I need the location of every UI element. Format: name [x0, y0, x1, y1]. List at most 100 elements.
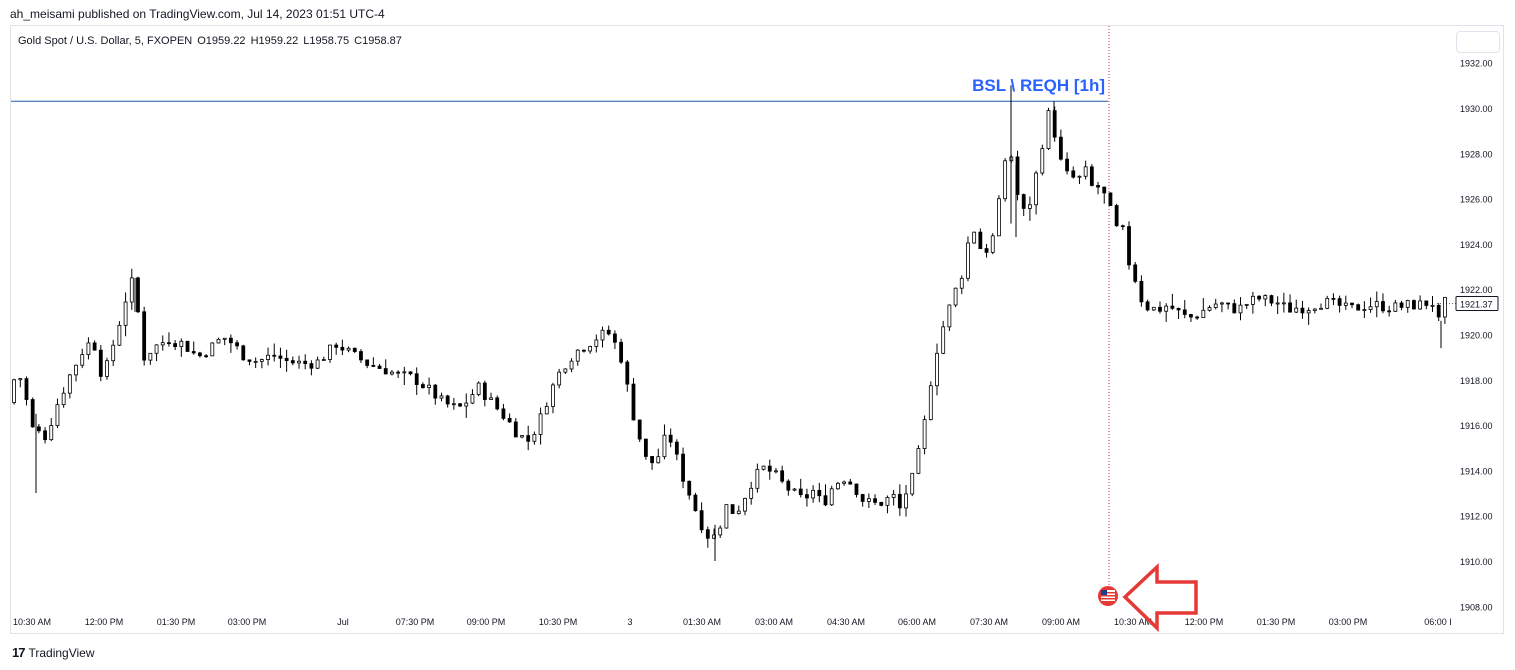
candle-body — [346, 347, 351, 351]
candle — [1343, 295, 1348, 310]
candle-body — [371, 365, 376, 367]
candle — [786, 479, 791, 496]
candle-body — [1096, 185, 1100, 188]
candle — [495, 395, 500, 411]
candle — [811, 485, 816, 503]
candle-body — [228, 337, 233, 344]
candle-body — [972, 231, 977, 244]
candle — [210, 342, 215, 357]
candle-body — [854, 483, 859, 495]
candle-body — [625, 361, 630, 385]
candle — [1003, 158, 1008, 202]
candle-body — [1250, 295, 1255, 305]
candle-body — [897, 493, 902, 509]
candle — [1182, 300, 1187, 319]
candle-body — [916, 448, 921, 474]
candle-body — [1399, 302, 1404, 308]
candle — [736, 505, 741, 515]
candle-body — [1071, 170, 1076, 178]
candle-body — [408, 371, 413, 375]
candle-body — [1294, 307, 1299, 313]
candle-body — [222, 337, 227, 340]
candle — [24, 376, 29, 406]
candle — [173, 340, 178, 351]
candle-body — [1393, 302, 1398, 312]
candle — [1021, 193, 1026, 217]
footer-logo[interactable]: 17 TradingView — [12, 645, 95, 660]
candle-body — [247, 359, 252, 362]
candle — [1430, 295, 1435, 312]
candle — [284, 349, 289, 372]
candle — [1164, 303, 1169, 322]
candle-body — [321, 359, 326, 361]
candle — [767, 459, 772, 480]
candle — [928, 381, 933, 421]
candle-body — [1195, 316, 1200, 319]
candle — [1362, 301, 1367, 318]
candle — [792, 487, 797, 492]
candle — [551, 382, 555, 414]
candle-body — [111, 344, 116, 362]
candle — [334, 342, 339, 355]
candle — [513, 418, 518, 438]
candle-body — [259, 359, 264, 362]
x-tick-label: 3 — [627, 617, 632, 627]
candle-body — [501, 408, 506, 419]
candle-body — [978, 231, 983, 250]
candle — [780, 465, 785, 484]
candle-body — [705, 529, 710, 539]
candle-body — [148, 352, 153, 361]
candle-body — [990, 235, 995, 253]
candle — [1170, 293, 1175, 310]
candle — [712, 528, 716, 539]
candle — [897, 484, 902, 516]
candle — [464, 393, 469, 418]
candle — [92, 340, 97, 351]
candle-body — [1424, 300, 1429, 306]
candle — [637, 419, 642, 442]
candle-body — [582, 349, 586, 352]
candle — [854, 483, 859, 498]
candle — [191, 341, 196, 355]
candle — [879, 501, 884, 507]
chart-frame[interactable] — [10, 25, 1504, 634]
candle-body — [383, 368, 388, 375]
candle-body — [1058, 136, 1063, 160]
candle — [1331, 293, 1336, 306]
candle-body — [1244, 304, 1249, 306]
candle-body — [1300, 307, 1305, 314]
candle — [129, 268, 134, 310]
candle-body — [699, 510, 704, 531]
candle-body — [241, 345, 246, 361]
candle-body — [1436, 304, 1441, 318]
candle-body — [656, 456, 661, 464]
candle-body — [210, 342, 215, 357]
candle-body — [1170, 305, 1175, 309]
candle-body — [650, 456, 654, 464]
candle — [439, 392, 444, 402]
candle — [235, 340, 239, 350]
candle-body — [631, 383, 636, 421]
last-price-tag — [1455, 295, 1499, 311]
candle-body — [817, 489, 822, 497]
candle-body — [544, 406, 549, 415]
candle — [866, 493, 871, 509]
candle — [377, 363, 382, 369]
candle-body — [1028, 204, 1032, 209]
candle — [1133, 261, 1138, 284]
candle-body — [712, 534, 716, 539]
candle-body — [98, 349, 103, 377]
x-tick-label: 10:30 AM — [1114, 617, 1152, 627]
candle — [829, 485, 834, 507]
candle-body — [885, 497, 890, 506]
candle-body — [1331, 298, 1336, 300]
candle — [1418, 295, 1423, 310]
candle-body — [520, 435, 524, 438]
candle-body — [693, 494, 698, 512]
candle-body — [1263, 295, 1268, 300]
candle-body — [12, 379, 16, 403]
candle — [600, 326, 605, 348]
candle — [1275, 296, 1280, 315]
chart-settings-box[interactable] — [1456, 31, 1500, 53]
